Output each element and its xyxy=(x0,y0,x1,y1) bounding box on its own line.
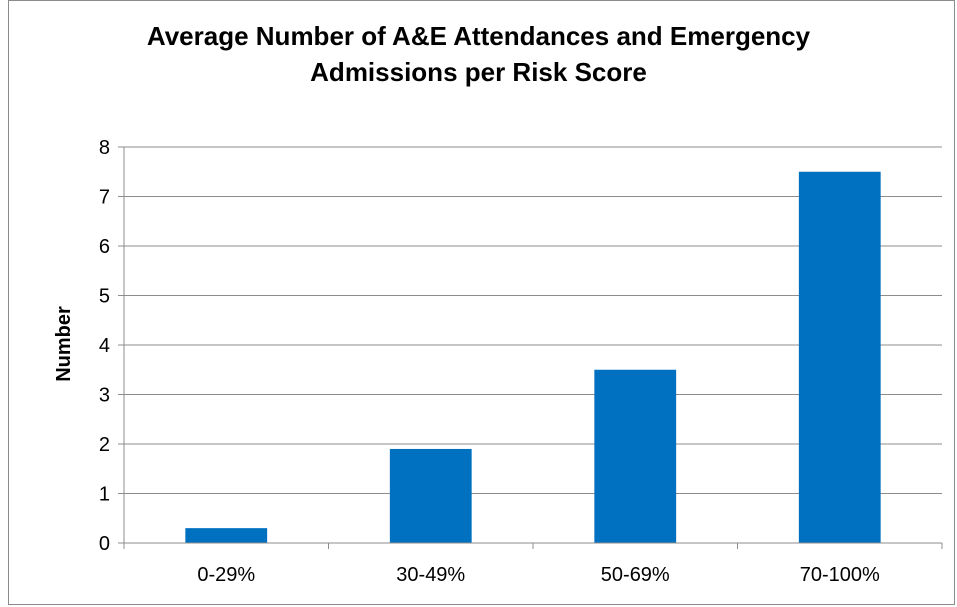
x-tick-label: 0-29% xyxy=(197,564,255,586)
x-tick-label: 50-69% xyxy=(601,564,670,586)
y-tick-label: 6 xyxy=(99,236,110,258)
chart-title-line-2: Admissions per Risk Score xyxy=(310,57,647,87)
bar xyxy=(389,448,472,543)
chart-title: Average Number of A&E Attendances and Em… xyxy=(0,18,957,90)
bar xyxy=(185,528,268,543)
bar xyxy=(594,369,677,543)
chart-title-line-1: Average Number of A&E Attendances and Em… xyxy=(146,21,811,51)
bar xyxy=(798,171,881,543)
y-tick-label: 0 xyxy=(99,533,110,555)
chart-frame xyxy=(8,0,955,605)
y-tick-label: 7 xyxy=(99,187,110,209)
y-tick-label: 8 xyxy=(99,137,110,159)
y-tick-label: 3 xyxy=(99,385,110,407)
y-tick-label: 2 xyxy=(99,434,110,456)
y-tick-label: 5 xyxy=(99,286,110,308)
x-tick-label: 30-49% xyxy=(396,564,465,586)
axes xyxy=(118,146,943,549)
bars xyxy=(185,171,881,543)
tick-labels: 0 1 2 3 4 5 6 7 8 0-29% 30-49% 50-69% 70-100% xyxy=(99,137,880,586)
y-axis-label: Number xyxy=(53,306,75,382)
x-tick-label: 70-100% xyxy=(800,564,880,586)
y-tick-label: 1 xyxy=(99,484,110,506)
y-tick-label: 4 xyxy=(99,335,110,357)
